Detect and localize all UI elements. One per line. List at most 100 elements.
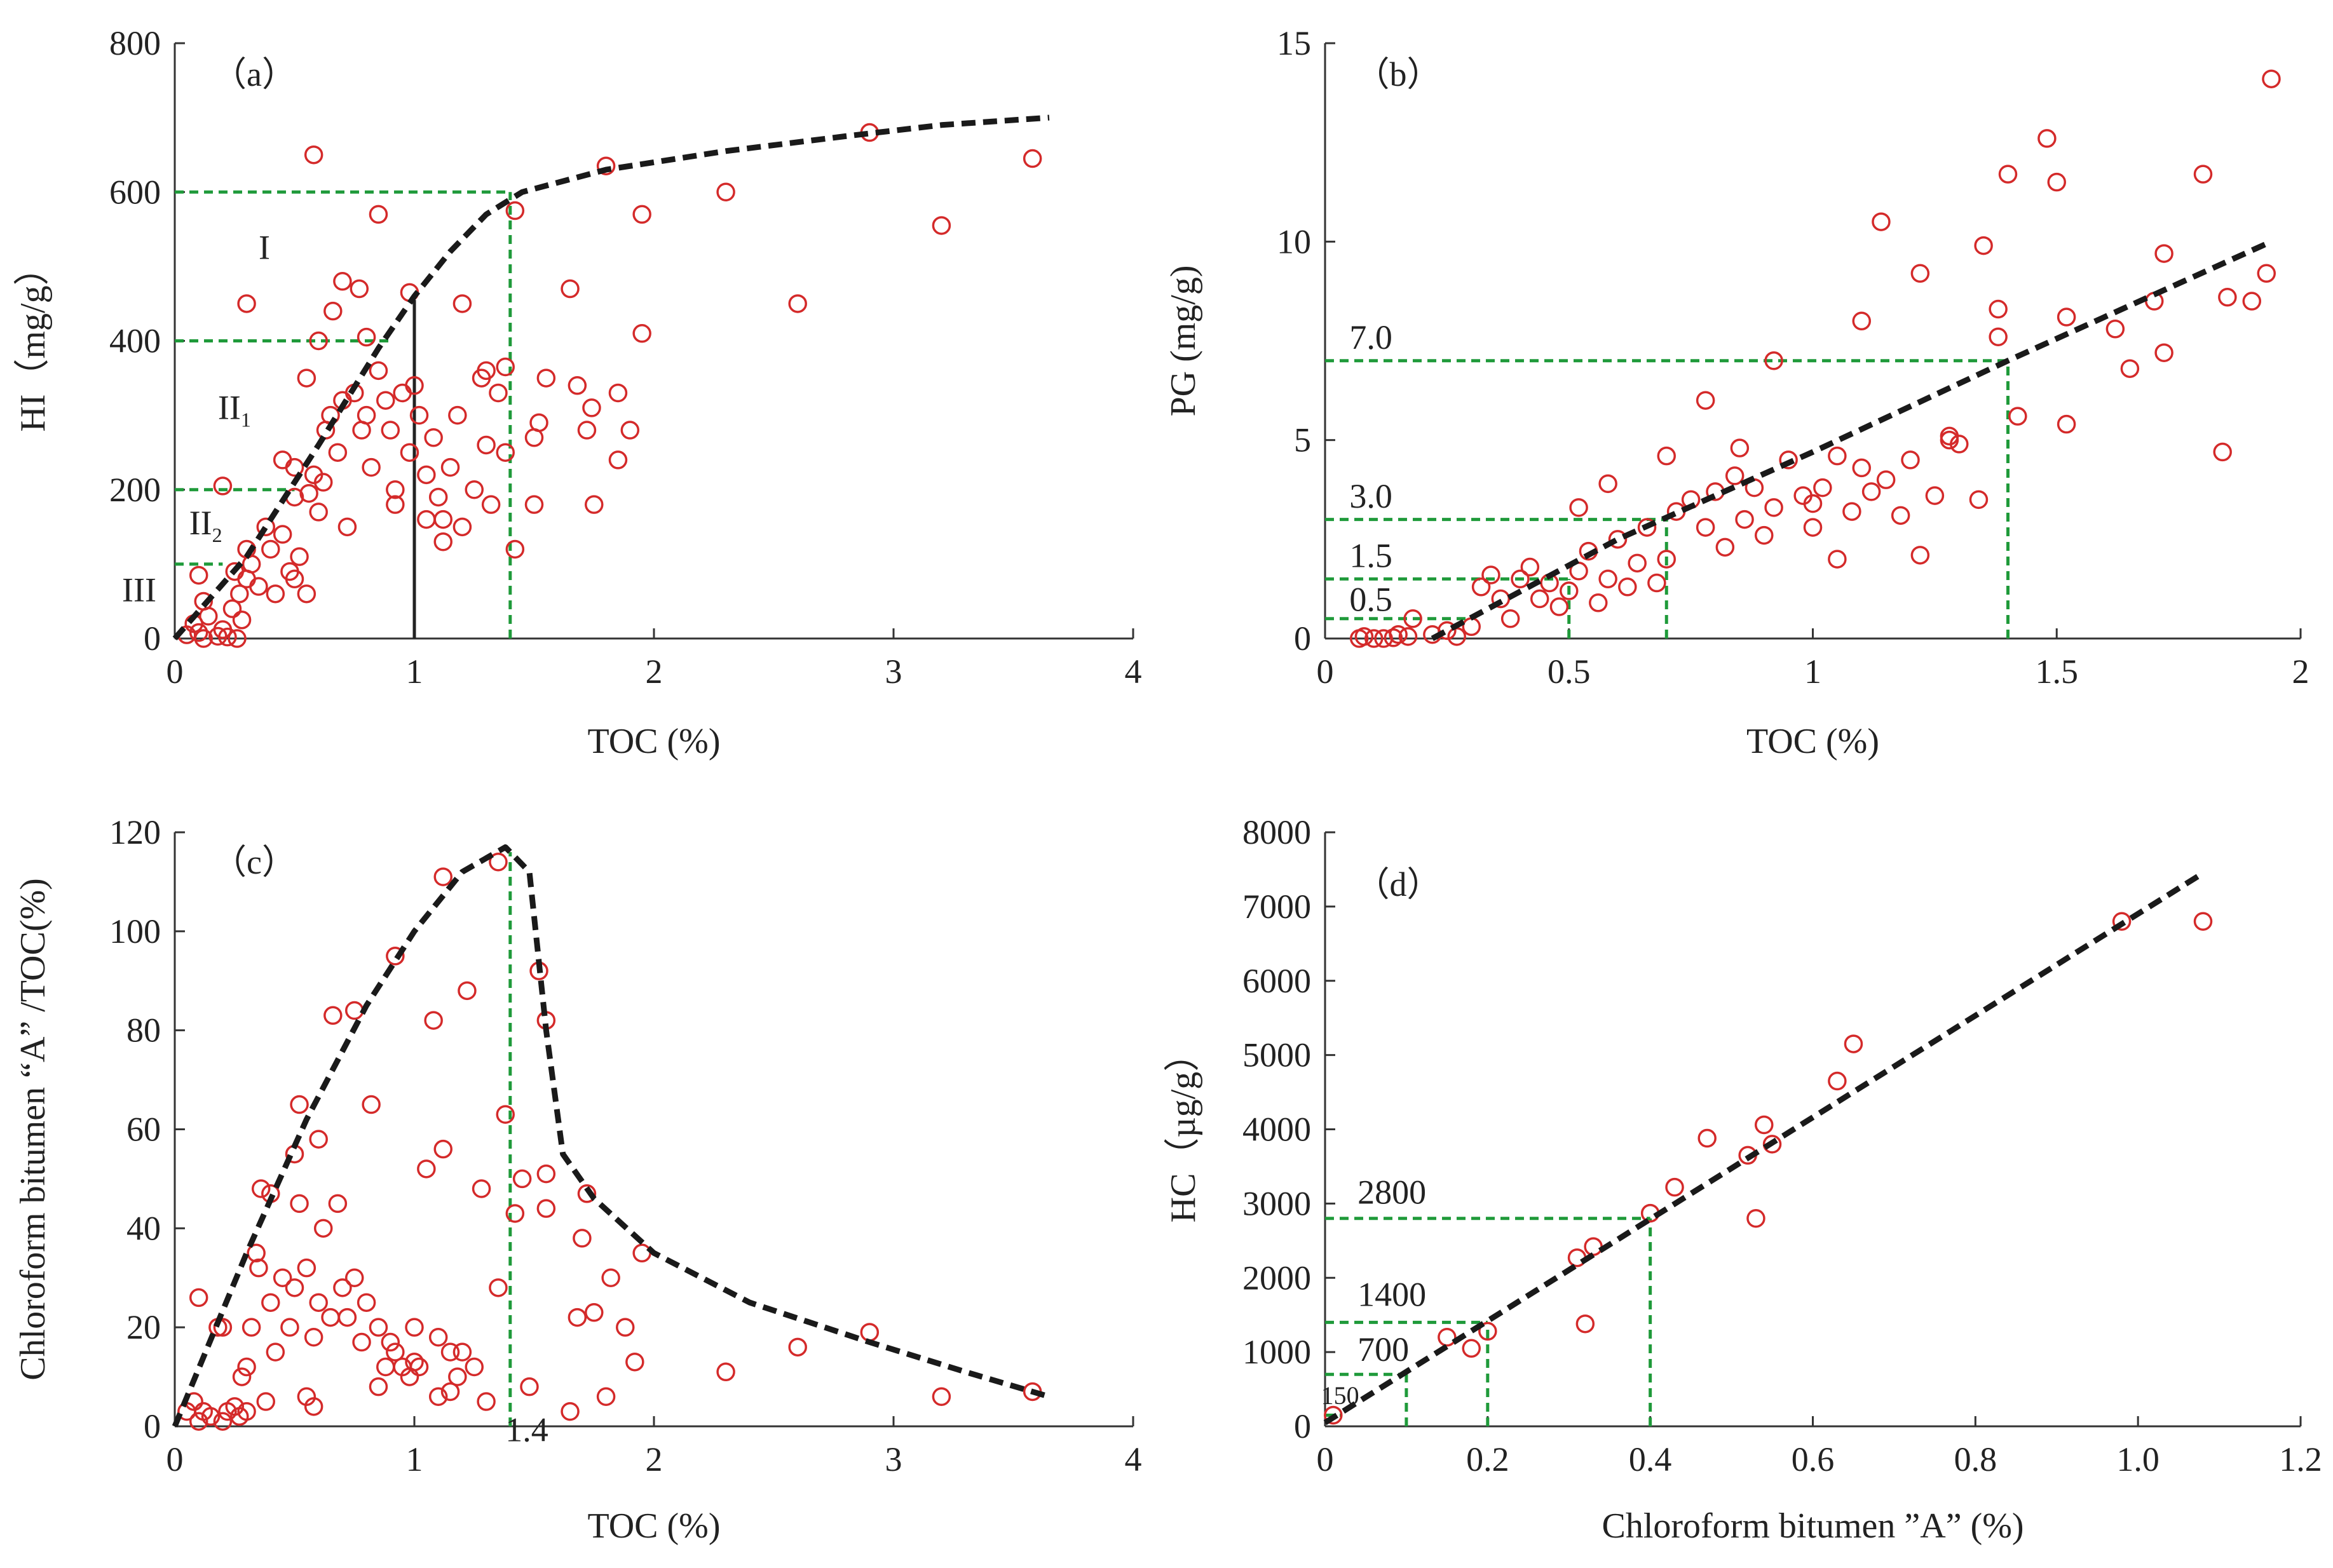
data-point: [309, 1130, 328, 1149]
annotation-label: 3.0: [1349, 477, 1392, 515]
y-tick-label: 120: [109, 813, 161, 851]
data-point: [1844, 1034, 1863, 1053]
data-point: [1647, 573, 1666, 593]
data-point: [1520, 557, 1540, 577]
x-tick-label: 4: [1125, 1440, 1142, 1478]
data-point: [1584, 1237, 1603, 1256]
data-point: [201, 1407, 221, 1426]
data-point: [472, 368, 491, 388]
data-point: [1575, 1314, 1595, 1334]
data-point: [280, 1318, 299, 1337]
data-point: [1910, 546, 1930, 565]
data-point: [2008, 407, 2027, 426]
data-point: [524, 495, 544, 514]
y-tick-label: 10: [1277, 222, 1311, 260]
data-point: [350, 279, 369, 299]
data-point: [601, 1268, 620, 1287]
data-point: [2105, 320, 2125, 339]
panel-b-pg-vs-toc: 0 0.5 1 1.5 2 0 5 10 15 TOC (%) PG (mg/g) （b） 7.0 3.0…: [1164, 24, 2309, 761]
data-point: [433, 1139, 452, 1159]
data-point: [1803, 518, 1823, 537]
data-point: [1608, 530, 1628, 549]
x-tick-label: 2: [646, 652, 663, 691]
data-point: [2154, 244, 2173, 263]
y-tick-label: 200: [109, 471, 161, 509]
data-point: [1697, 1128, 1717, 1148]
data-point: [1998, 165, 2018, 184]
x-tick-label: 0.5: [1547, 652, 1591, 691]
data-point: [536, 1199, 556, 1218]
data-point: [2193, 165, 2213, 184]
data-point: [1852, 311, 1871, 331]
data-point: [333, 272, 352, 291]
data-point: [213, 476, 233, 496]
data-point: [386, 1342, 405, 1362]
data-point: [273, 1268, 292, 1287]
y-tick-label: 7000: [1242, 888, 1311, 926]
data-point: [1628, 553, 1647, 573]
data-point: [189, 1412, 208, 1431]
data-point: [1755, 1115, 1774, 1135]
data-point: [225, 1397, 244, 1416]
data-point: [261, 1293, 280, 1312]
data-point: [218, 627, 237, 647]
data-point: [452, 1342, 472, 1362]
data-point: [2154, 343, 2173, 362]
data-point: [400, 443, 419, 462]
data-point: [1438, 1328, 1457, 1347]
annotation-text: 2800: [1357, 1173, 1426, 1211]
y-tick-label: 0: [144, 619, 161, 658]
x-tick-label: 1: [406, 652, 423, 691]
y-tick-label: 20: [126, 1308, 161, 1346]
data-point: [1725, 466, 1745, 485]
annotation-text: 700: [1357, 1330, 1409, 1369]
data-point: [237, 1402, 256, 1421]
data-point: [1598, 474, 1617, 494]
x-tick-label: 0: [1317, 1440, 1334, 1478]
panel-label: （a）: [212, 55, 296, 93]
panel-label: （d）: [1356, 865, 1441, 903]
data-point: [1755, 525, 1774, 545]
data-point: [2213, 442, 2232, 462]
data-point: [448, 405, 467, 425]
data-point: [1950, 435, 1969, 454]
trend-line: [1431, 239, 2273, 641]
data-point: [1569, 498, 1588, 517]
data-point: [228, 629, 247, 648]
data-point: [1779, 450, 1798, 470]
data-point: [337, 1308, 357, 1327]
data-point: [577, 421, 597, 440]
data-point: [608, 450, 628, 470]
data-point: [458, 981, 477, 1001]
data-point: [1389, 625, 1408, 644]
data-point: [1560, 581, 1579, 600]
data-point: [1364, 629, 1384, 648]
data-point: [1511, 569, 1530, 589]
annotation-label: 0.5: [1349, 580, 1392, 618]
data-point: [417, 465, 436, 485]
data-point: [225, 562, 244, 581]
data-point: [582, 398, 601, 417]
data-point: [616, 1318, 635, 1337]
x-tick-label: 0: [167, 1440, 184, 1478]
data-point: [433, 532, 452, 551]
x-tick-label: 1: [406, 1440, 423, 1478]
data-point: [2262, 69, 2281, 88]
data-point: [1974, 236, 1993, 255]
data-point: [290, 1194, 309, 1213]
x-tick-label: 0.6: [1792, 1440, 1835, 1478]
y-tick-label: 0: [144, 1407, 161, 1445]
x-tick-label: 0: [1317, 652, 1334, 691]
data-point: [232, 610, 252, 630]
data-point: [357, 327, 376, 347]
data-point: [285, 569, 304, 589]
data-point: [472, 1179, 491, 1198]
data-point: [1925, 486, 1945, 505]
data-point: [2242, 292, 2261, 311]
data-point: [369, 1318, 388, 1337]
annotation-text: 7.0: [1349, 318, 1392, 356]
data-point: [1762, 1135, 1782, 1154]
data-point: [1803, 494, 1823, 513]
data-point: [213, 1412, 233, 1431]
data-point: [428, 487, 448, 507]
